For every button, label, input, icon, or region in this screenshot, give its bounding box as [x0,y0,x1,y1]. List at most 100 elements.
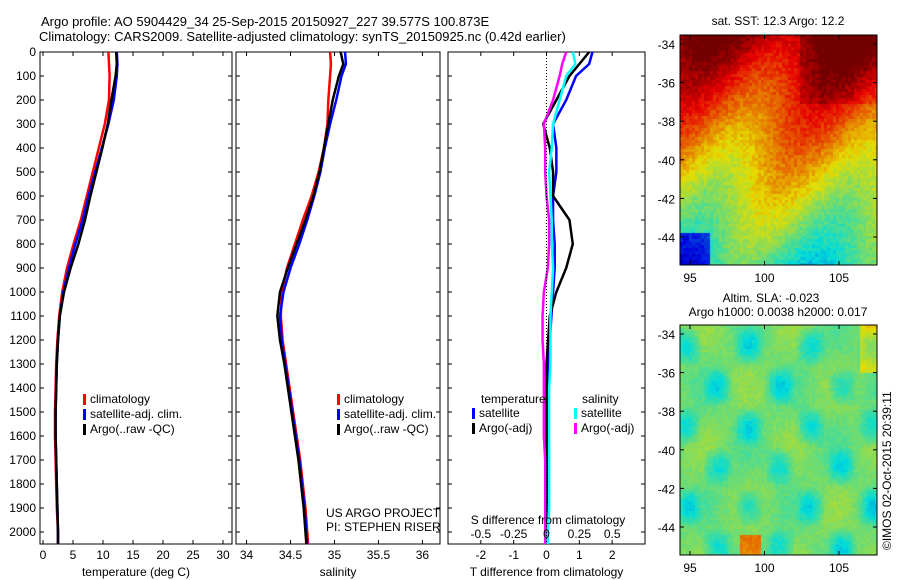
y-tick-label: 1400 [9,381,36,395]
x-tick-label: -2 [475,548,486,562]
x-tick-label: 105 [829,271,849,285]
x-tick-label: 100 [754,271,774,285]
sst-map-canvas [680,35,877,265]
x-tick-label: 36 [416,548,430,562]
legend-label: Argo(..raw -QC) [344,422,429,436]
y-tick-label: 1800 [9,477,36,491]
y-tick-label: -44 [658,521,676,535]
y-tick-label: 900 [16,261,36,275]
legend-swatch [83,409,86,420]
y-tick-label: -34 [658,328,676,342]
legend-label: climatology [90,392,150,406]
legend-swatch [472,408,475,419]
legend-swatch [337,424,340,435]
legend-swatch [574,423,577,434]
x-tick-label: 95 [683,271,697,285]
sst_map-frame [679,34,878,266]
series-argo-raw-qc- [54,51,119,544]
series-climatology [279,51,333,545]
s-tick-label: 0 [543,527,550,541]
legend-label: satellite-adj. clim. [344,407,436,421]
sst-map-title: sat. SST: 12.3 Argo: 12.2 [712,14,845,28]
sla-map-title: Altim. SLA: -0.023 [723,291,820,305]
y-tick-label: -42 [658,482,676,496]
x-tick-label: -1 [508,548,519,562]
s-axis-label: S difference from climatology [471,513,626,527]
x-tick-label: 15 [126,548,140,562]
s-tick-label: -0.5 [470,527,491,541]
title-line2: Climatology: CARS2009. Satellite-adjuste… [39,29,566,44]
series-argo-raw-qc- [276,51,345,545]
y-tick-label: 1000 [9,285,36,299]
y-tick-label: 500 [16,165,36,179]
legend-swatch [574,408,577,419]
x-tick-label: 34 [240,548,254,562]
credit: ©IMOS 02-Oct-2015 20:39:11 [880,391,894,550]
y-tick-label: -42 [658,192,676,206]
y-tick-label: -40 [658,444,676,458]
legend-swatch [83,424,86,435]
y-tick-label: 100 [16,69,36,83]
series-satellite-adj-clim- [278,51,348,545]
legend-label: satellite-adj. clim. [90,407,182,421]
x-tick-label: 5 [70,548,77,562]
salinity-axes [235,51,441,545]
sla-map-canvas [680,325,877,555]
x-tick-label: 2 [609,548,616,562]
y-tick-label: 2000 [9,525,36,539]
y-tick-label: 800 [16,237,36,251]
y-tick-label: 700 [16,213,36,227]
y-tick-label: 0 [29,45,36,59]
x-tick-label: 95 [683,561,697,575]
legend-head-salinity: salinity [582,392,619,406]
legend-label: satellite [581,406,622,420]
y-tick-label: 1600 [9,429,36,443]
s-tick-label: 0.25 [568,527,592,541]
x-tick-label: 35.5 [367,548,391,562]
y-tick-label: 400 [16,141,36,155]
legend-swatch [472,423,475,434]
y-tick-label: 200 [16,93,36,107]
x-tick-label: 25 [186,548,200,562]
x-tick-label: 20 [156,548,170,562]
y-tick-label: 1100 [10,309,36,323]
x-tick-label: 100 [754,561,774,575]
legend-label: Argo(..raw -QC) [90,422,175,436]
x-tick-label: 1 [576,548,583,562]
sla-map-subtitle: Argo h1000: 0.0038 h2000: 0.017 [689,305,868,319]
legend-head-temperature: temperature [481,392,546,406]
y-tick-label: 1700 [9,453,36,467]
y-tick-label: 300 [16,117,36,131]
x-tick-label: 0 [543,548,550,562]
x-axis-label: T difference from climatology [470,565,624,579]
y-tick-label: 600 [16,189,36,203]
s-tick-label: 0.5 [604,527,621,541]
legend-swatch [337,409,340,420]
x-tick-label: 30 [216,548,230,562]
y-tick-label: 1900 [9,501,36,515]
legend-label: climatology [344,392,404,406]
temperature-axes [39,51,233,545]
y-tick-label: 1500 [9,405,36,419]
y-tick-label: -40 [658,154,676,168]
s-tick-label: -0.25 [500,527,528,541]
legend-label: satellite [479,406,520,420]
legend-label: Argo(-adj) [479,421,532,435]
x-tick-label: 34.5 [279,548,303,562]
legend-label: Argo(-adj) [581,421,634,435]
project-line1: US ARGO PROJECT [326,506,441,520]
y-tick-label: -34 [658,38,676,52]
y-tick-label: -38 [658,405,676,419]
x-tick-label: 35 [328,548,342,562]
y-tick-label: 1300 [9,357,36,371]
sla_map-frame [679,324,878,556]
y-tick-label: 1200 [9,333,36,347]
y-tick-label: -38 [658,115,676,129]
project-line2: PI: STEPHEN RISER [326,520,441,534]
x-tick-label: 10 [96,548,110,562]
x-tick-label: 0 [40,548,47,562]
legend-swatch [337,394,340,405]
y-tick-label: -36 [658,77,676,91]
